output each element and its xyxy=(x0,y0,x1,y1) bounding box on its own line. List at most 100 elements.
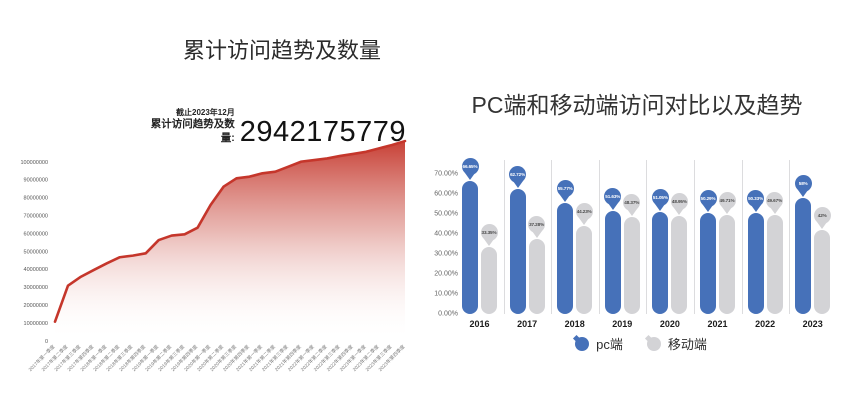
year-label-2020: 2020 xyxy=(659,319,680,329)
bubble-value-label: 48.95% xyxy=(670,193,688,211)
bubble-value-label: 37.28% xyxy=(528,216,546,234)
group-separator xyxy=(646,160,648,314)
pc-value-bubble-2021: 50.29% xyxy=(698,190,718,213)
pc-legend-marker-icon xyxy=(575,336,590,351)
cumulative-stat-value: 2942175779 xyxy=(239,115,406,148)
group-separator xyxy=(741,160,743,314)
mobile-bar-2019 xyxy=(623,217,640,314)
pc-legend-label: pc端 xyxy=(596,337,623,352)
pc-value-bubble-2023: 58% xyxy=(793,175,813,197)
pc-bar-2020 xyxy=(652,211,669,314)
area-fill xyxy=(55,141,405,341)
right-y-tick-label: 10.00% xyxy=(434,290,458,298)
bubble-value-label: 50.29% xyxy=(699,190,717,208)
bubble-value-label: 44.23% xyxy=(575,202,593,220)
chart-legend: pc端 移动端 xyxy=(430,334,852,353)
mobile-value-bubble-2023: 42% xyxy=(812,207,832,229)
left-y-tick-label: 90000000 xyxy=(24,178,48,184)
bubble-pointer xyxy=(674,208,685,216)
bubble-value-label: 51.05% xyxy=(651,188,669,206)
right-y-tick-label: 50.00% xyxy=(434,210,458,218)
group-separator xyxy=(693,160,695,314)
pc-bar-2017 xyxy=(509,188,526,314)
pc-value-bubble-2019: 51.63% xyxy=(603,187,623,210)
right-y-tick-label: 30.00% xyxy=(434,250,458,258)
year-label-2021: 2021 xyxy=(707,319,728,329)
year-label-2018: 2018 xyxy=(564,319,585,329)
bubble-pointer xyxy=(703,205,713,213)
group-separator xyxy=(789,160,791,314)
cutoff-date-label: 截止2023年12月 xyxy=(176,108,235,117)
bubble-pointer xyxy=(512,180,523,188)
right-chart-title: PC端和移动端访问对比以及趋势 xyxy=(471,92,803,118)
area-line xyxy=(53,139,407,323)
bubble-pointer xyxy=(560,194,571,202)
left-y-tick-label: 50000000 xyxy=(24,249,48,255)
bubble-value-label: 42% xyxy=(813,207,831,224)
bubble-pointer xyxy=(626,209,637,217)
bubble-pointer xyxy=(484,239,494,247)
bubble-pointer xyxy=(579,217,590,225)
pc-value-bubble-2018: 55.77% xyxy=(555,179,575,202)
pc-bar-2023 xyxy=(795,198,812,314)
pc-bar-2019 xyxy=(604,210,621,314)
left-chart-title: 累计访问趋势及数量 xyxy=(182,38,381,63)
mobile-value-bubble-2017: 37.28% xyxy=(527,216,547,239)
bubble-pointer xyxy=(607,202,618,210)
left-y-tick-label: 80000000 xyxy=(24,196,48,202)
year-label-2016: 2016 xyxy=(469,319,490,329)
right-y-tick-label: 70.00% xyxy=(434,170,458,178)
bubble-value-label: 66.65% xyxy=(461,157,479,175)
right-y-tick-label: 20.00% xyxy=(434,270,458,278)
right-y-tick-label: 40.00% xyxy=(434,230,458,238)
bubble-pointer xyxy=(655,203,666,211)
pc-value-bubble-2020: 51.05% xyxy=(650,188,670,211)
mobile-value-bubble-2020: 48.95% xyxy=(669,193,689,216)
left-y-tick-label: 40000000 xyxy=(24,267,48,273)
bubble-value-label: 55.77% xyxy=(556,179,574,197)
mobile-bar-2020 xyxy=(671,216,688,314)
mobile-legend-marker-icon xyxy=(646,336,661,351)
bubble-pointer xyxy=(798,190,809,197)
legend-item-pc: pc端 xyxy=(575,334,623,353)
mobile-bar-2018 xyxy=(576,225,593,314)
pc-bar-2022 xyxy=(747,213,764,314)
year-label-2023: 2023 xyxy=(802,319,823,329)
year-label-2017: 2017 xyxy=(517,319,538,329)
left-y-tick-label: 20000000 xyxy=(24,303,48,309)
bubble-value-label: 33.35% xyxy=(480,224,498,242)
bubble-value-label: 48.37% xyxy=(623,194,641,212)
legend-item-mobile: 移动端 xyxy=(646,334,707,353)
bubble-value-label: 50.33% xyxy=(747,190,765,208)
left-y-tick-label: 0 xyxy=(45,339,48,345)
bubble-pointer xyxy=(722,206,732,214)
pc-value-bubble-2017: 62.72% xyxy=(508,165,528,188)
cumulative-stat-label: 累计访问趋势及数量: xyxy=(150,118,235,144)
right-y-tick-label: 0.00% xyxy=(438,310,458,318)
group-separator xyxy=(503,160,505,314)
mobile-legend-label: 移动端 xyxy=(667,337,707,352)
year-label-2019: 2019 xyxy=(612,319,633,329)
mobile-value-bubble-2018: 44.23% xyxy=(574,202,594,225)
pc-mobile-bar-chart: 0.00% 10.00% 20.00% 30.00% 40.00% 50.00% 60.00… xyxy=(430,148,852,334)
mobile-bar-2021 xyxy=(719,214,735,314)
bubble-value-label: 62.72% xyxy=(509,165,527,183)
mobile-value-bubble-2021: 49.71% xyxy=(717,191,737,214)
bubble-value-label: 51.63% xyxy=(604,187,622,205)
cumulative-stat: 截止2023年12月 累计访问趋势及数量: 2942175779 xyxy=(140,108,406,146)
bubble-value-label: 49.67% xyxy=(766,191,784,209)
group-separator xyxy=(551,160,553,314)
bubble-pointer xyxy=(531,231,542,239)
pc-bar-2016 xyxy=(462,180,478,314)
pc-value-bubble-2016: 66.65% xyxy=(460,157,480,180)
bubble-pointer xyxy=(465,172,475,180)
bubble-pointer xyxy=(769,206,780,214)
left-y-tick-label: 30000000 xyxy=(24,285,48,291)
left-y-tick-label: 60000000 xyxy=(24,231,48,237)
mobile-bar-2016 xyxy=(481,247,497,314)
pc-value-bubble-2022: 50.33% xyxy=(746,190,766,213)
bubble-pointer xyxy=(750,205,761,213)
mobile-bar-2017 xyxy=(528,239,545,314)
right-y-tick-label: 60.00% xyxy=(434,190,458,198)
